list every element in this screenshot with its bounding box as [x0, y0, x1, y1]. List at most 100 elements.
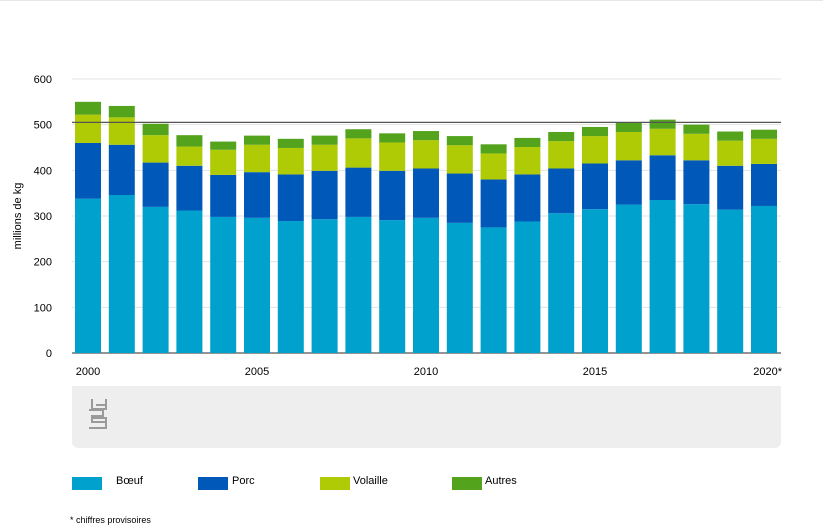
bar-segment-porc	[345, 167, 372, 217]
legend-label-volaille: Volaille	[353, 475, 388, 487]
bar-segment-porc	[210, 174, 237, 217]
y-tick-label: 0	[46, 348, 52, 360]
bar-segment-porc	[446, 173, 473, 223]
bars	[75, 101, 777, 353]
x-tick-label: 2010	[414, 366, 438, 378]
bar-segment-porc	[176, 165, 203, 211]
bar-segment-b-uf	[649, 200, 676, 353]
bar-segment-volaille	[379, 142, 406, 171]
x-tick-label: 2000	[76, 366, 100, 378]
x-tick-label: 2015	[583, 366, 607, 378]
bar-segment-volaille	[277, 147, 304, 175]
bar-segment-b-uf	[379, 220, 406, 353]
bar-segment-b-uf	[446, 222, 473, 353]
bar-segment-b-uf	[176, 210, 203, 353]
bar-segment-autres	[717, 131, 744, 141]
bar-segment-volaille	[717, 140, 744, 166]
bar-segment-autres	[379, 133, 406, 143]
bar-segment-autres	[176, 135, 203, 147]
legend: Bœuf Porc Volaille Autres	[72, 474, 781, 494]
legend-swatch-porc	[198, 477, 228, 490]
x-tick-label: 2020*	[753, 366, 782, 378]
x-tick-label: 2005	[245, 366, 269, 378]
bar-segment-b-uf	[683, 204, 710, 353]
legend-swatch-autres	[452, 477, 482, 490]
footnote: * chiffres provisoires	[70, 515, 151, 525]
bar-segment-volaille	[548, 141, 575, 169]
bar-segment-autres	[480, 144, 507, 154]
bar-segment-volaille	[210, 149, 237, 175]
bar-segment-b-uf	[142, 206, 169, 353]
bar-segment-autres	[277, 138, 304, 148]
bar-segment-autres	[446, 136, 473, 146]
bar-segment-b-uf	[244, 217, 270, 353]
y-axis-label: millions de kg	[12, 183, 24, 250]
y-tick-label: 600	[34, 74, 52, 86]
bar-segment-porc	[413, 168, 439, 218]
bar-segment-volaille	[446, 145, 473, 174]
bar-segment-b-uf	[615, 204, 642, 353]
bar-segment-autres	[210, 141, 237, 150]
bar-segment-porc	[379, 170, 406, 221]
bar-segment-b-uf	[75, 198, 101, 353]
bar-segment-porc	[615, 160, 642, 205]
bar-segment-volaille	[649, 128, 676, 156]
bar-segment-porc	[108, 144, 135, 195]
bar-segment-b-uf	[210, 216, 237, 353]
x-tick-labels: 2000 2005 2010 2015 2020*	[76, 366, 783, 378]
bar-segment-autres	[108, 105, 135, 118]
bar-segment-autres	[683, 124, 710, 134]
bar-segment-b-uf	[413, 217, 439, 353]
bar-segment-volaille	[345, 138, 372, 168]
bar-segment-b-uf	[108, 194, 135, 353]
bar-segment-volaille	[480, 153, 507, 180]
bar-segment-volaille	[413, 140, 439, 169]
cbs-logo-icon	[89, 399, 107, 429]
stacked-bar-chart: 0 100 200 300 400 500 600 2000 2005 2010 2015 2020…	[12, 74, 783, 378]
bar-segment-volaille	[615, 131, 642, 161]
bar-segment-autres	[142, 123, 169, 136]
legend-label-autres: Autres	[485, 475, 517, 487]
bar-segment-b-uf	[345, 216, 372, 353]
bar-segment-volaille	[751, 138, 777, 164]
bar-segment-b-uf	[717, 209, 744, 353]
bar-segment-porc	[649, 155, 676, 201]
bar-segment-autres	[582, 126, 608, 137]
bar-segment-autres	[413, 131, 439, 141]
bar-segment-volaille	[244, 144, 270, 173]
bar-segment-porc	[311, 170, 338, 220]
legend-swatch-volaille	[320, 477, 350, 490]
bar-segment-porc	[683, 160, 710, 205]
bar-segment-b-uf	[311, 219, 338, 353]
legend-label-boeuf: Bœuf	[116, 475, 143, 487]
bar-segment-porc	[142, 162, 169, 207]
y-tick-label: 400	[34, 165, 52, 177]
bar-segment-porc	[751, 163, 777, 206]
bar-segment-volaille	[75, 114, 101, 143]
bar-segment-porc	[277, 174, 304, 222]
bar-segment-b-uf	[582, 209, 608, 353]
bar-segment-autres	[345, 129, 372, 139]
bar-segment-volaille	[176, 146, 203, 166]
bar-segment-autres	[75, 101, 101, 115]
bar-segment-volaille	[514, 147, 541, 175]
bar-segment-autres	[244, 135, 270, 145]
bar-segment-volaille	[582, 136, 608, 164]
bar-segment-autres	[615, 122, 642, 132]
legend-swatch-boeuf	[72, 477, 102, 490]
bar-segment-autres	[751, 129, 777, 139]
bar-segment-b-uf	[480, 227, 507, 353]
bar-segment-autres	[548, 131, 575, 142]
bar-segment-porc	[717, 165, 744, 210]
bar-segment-porc	[548, 168, 575, 214]
footer-panel	[72, 386, 781, 448]
bar-segment-porc	[480, 179, 507, 228]
y-tick-label: 500	[34, 120, 52, 132]
bar-segment-autres	[514, 137, 541, 148]
y-tick-labels: 0 100 200 300 400 500 600	[34, 74, 52, 360]
bar-segment-porc	[244, 172, 270, 218]
y-tick-label: 300	[34, 211, 52, 223]
bar-segment-porc	[582, 163, 608, 210]
bar-segment-autres	[311, 135, 338, 145]
bar-segment-b-uf	[751, 205, 777, 353]
